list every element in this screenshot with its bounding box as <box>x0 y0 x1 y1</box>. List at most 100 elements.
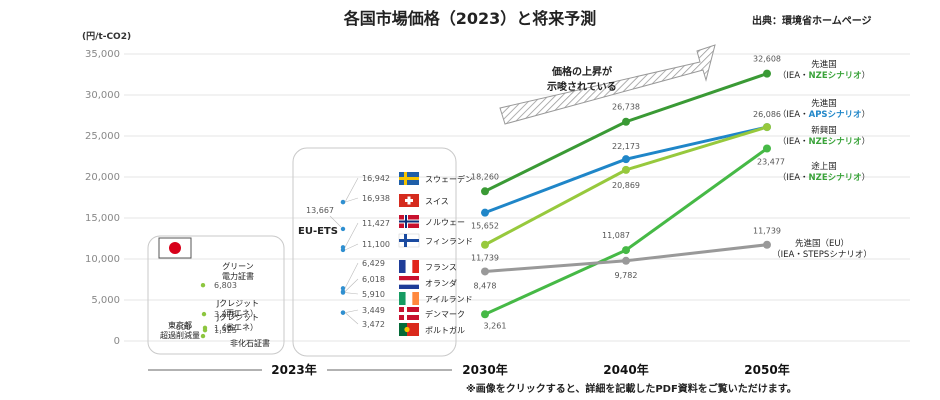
series-value-label: 18,260 <box>471 172 499 181</box>
gridlines <box>124 53 910 342</box>
flag-icon <box>399 215 419 228</box>
arrow-text-line2: 示唆されている <box>547 80 617 93</box>
y-tick-label: 10,000 <box>85 254 120 265</box>
series-line-emg_nze <box>625 125 768 172</box>
series-point-adv_eu_steps <box>622 256 630 265</box>
source-note: 出典：環境省ホームページ <box>752 14 872 27</box>
eu-ets-value-label: 6,429 <box>362 259 385 268</box>
series-point-adv_eu_steps <box>481 267 489 276</box>
series-line-adv_eu_steps <box>484 259 627 273</box>
japan-point-name: 東京都 <box>168 320 192 330</box>
series-value-label: 9,782 <box>615 271 638 280</box>
flag-part <box>399 177 419 180</box>
japan-point-name: （省エネ） <box>218 322 258 332</box>
x-label-2040: 2040年 <box>603 362 648 377</box>
eu-ets-value-label: 5,910 <box>362 290 385 299</box>
eu-ets-points: 16,942 16,938 13,667 11,427 11,100 6,429 6,018… <box>306 174 390 329</box>
y-tick-label: 20,000 <box>85 172 120 183</box>
series-point-adv_eu_steps <box>763 240 771 249</box>
eu-ets-point <box>340 247 346 253</box>
eu-ets-leader <box>344 278 359 292</box>
series-label-part: NZEシナリオ <box>809 71 862 81</box>
flag-icon <box>399 260 419 273</box>
series-label-part: （IEA・ <box>778 109 809 120</box>
series-label-part: ） <box>862 136 871 147</box>
japan-flag-icon <box>158 237 192 259</box>
series-value-label: 8,478 <box>474 281 497 290</box>
series-point-emg_nze <box>481 240 489 249</box>
series-label: 先進国（EU） <box>795 238 849 249</box>
series-label-part: ） <box>862 172 871 183</box>
eu-ets-leader <box>344 243 359 251</box>
japan-point-name: Jクレジット <box>216 313 259 322</box>
series-label: （IEA・NZEシナリオ） <box>778 136 870 147</box>
eu-ets-point <box>340 286 346 291</box>
series-line-dev_nze <box>484 248 627 316</box>
series-label-part: （IEA・ <box>778 70 809 81</box>
country-name: フランス <box>425 263 457 272</box>
country-name: スウェーデン <box>425 174 473 184</box>
country-name: デンマーク <box>425 309 465 319</box>
japan-point-name: 非化石証書 <box>230 338 270 348</box>
series-line-adv_aps <box>484 157 627 215</box>
x-label-2050: 2050年 <box>744 362 789 377</box>
eu-ets-leader <box>329 215 342 228</box>
japan-point-name: グリーン <box>222 261 254 271</box>
series-label: 新興国 <box>811 125 837 136</box>
japan-value-label: 600 <box>176 323 191 332</box>
series-point-adv_aps <box>622 155 630 164</box>
eu-ets-group-box <box>292 147 457 357</box>
series-line-emg_nze <box>484 168 627 247</box>
japan-point <box>202 327 208 333</box>
series-value-label: 3,261 <box>484 321 507 330</box>
japan-point <box>200 333 206 339</box>
series-value-label: 26,738 <box>612 103 640 112</box>
flag-part <box>399 220 419 223</box>
eu-ets-label: EU-ETS <box>298 226 338 237</box>
series-value-label: 15,652 <box>471 222 499 231</box>
flag-part <box>399 323 407 336</box>
country-name: オランダ <box>425 278 457 288</box>
japan-point <box>201 311 207 317</box>
series-value-label: 22,173 <box>612 142 640 151</box>
flag-part <box>407 323 419 336</box>
y-tick-label: 25,000 <box>85 131 120 142</box>
chart-title: 各国市場価格（2023）と将来予測 <box>343 9 597 28</box>
eu-ets-leader <box>344 197 359 203</box>
series-line-adv_nze <box>625 72 768 124</box>
y-tick-label: 5,000 <box>91 295 120 306</box>
series-labels: 先進国（IEA・NZEシナリオ）先進国（IEA・APSシナリオ）新興国（IEA・… <box>772 59 872 260</box>
series-line-adv_nze <box>484 120 627 193</box>
series-value-label: 11,739 <box>753 227 781 236</box>
x-axis: 2023年 2030年 2040年 2050年 <box>148 362 790 377</box>
series-label: 途上国 <box>811 161 837 172</box>
y-axis-ticks: 0 5,000 10,000 15,000 20,000 25,000 30,000 35,0… <box>85 49 120 347</box>
eu-ets-leader <box>344 177 359 203</box>
series-label-part: NZEシナリオ <box>809 173 862 183</box>
flag-part <box>399 239 419 242</box>
eu-ets-point <box>340 199 346 205</box>
series-point-adv_nze <box>763 69 771 78</box>
eu-ets-leader <box>344 292 359 295</box>
country-name: スイス <box>425 197 449 206</box>
series-point-adv_nze <box>622 117 630 126</box>
eu-ets-value-label: 13,667 <box>306 206 334 215</box>
y-axis-unit: (円/t-CO2) <box>82 31 131 42</box>
flag-part <box>405 260 413 273</box>
y-tick-label: 15,000 <box>85 213 120 224</box>
series-value-label: 26,086 <box>753 110 781 119</box>
projection-lines: 18,260 26,738 32,608 15,652 22,173 26,086 11,7… <box>471 55 785 331</box>
flag-part <box>399 292 406 305</box>
japan-value-label: 6,803 <box>214 281 237 290</box>
flag-icon <box>399 292 419 305</box>
flag-part <box>405 292 413 305</box>
pdf-click-note[interactable]: ※画像をクリックすると、詳細を記載したPDF資料をご覧いただけます。 <box>466 382 797 395</box>
japan-point-name: 電力証書 <box>222 271 254 281</box>
eu-ets-point <box>340 226 346 232</box>
flag-part <box>399 284 419 289</box>
series-label-part: （IEA・ <box>778 172 809 183</box>
eu-ets-leader <box>344 312 359 325</box>
eu-ets-value-label: 11,427 <box>362 219 390 228</box>
series-value-label: 20,869 <box>612 181 640 190</box>
series-point-dev_nze <box>763 144 771 153</box>
